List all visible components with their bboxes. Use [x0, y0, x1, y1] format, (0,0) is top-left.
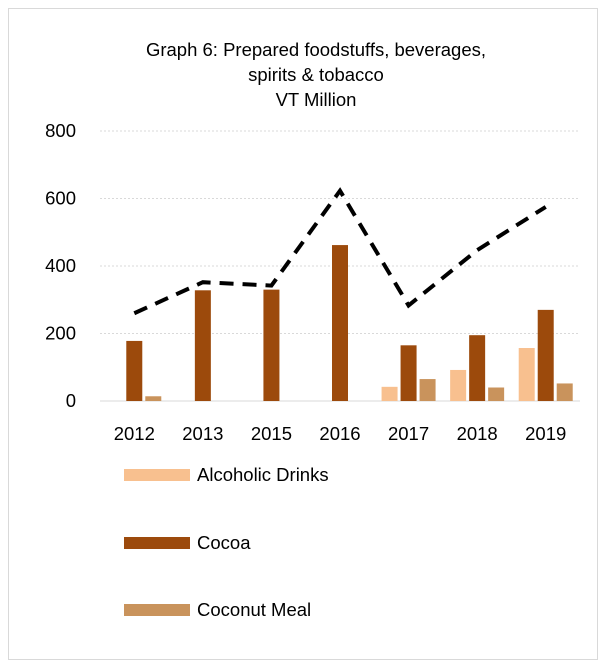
y-tick-label: 800 [45, 120, 76, 141]
legend: Alcoholic Drinks Cocoa Coconut Meal [124, 464, 329, 620]
bar-cocoa [332, 245, 348, 401]
legend-label: Coconut Meal [197, 599, 311, 620]
x-tick-label: 2016 [319, 423, 360, 444]
legend-swatch [124, 537, 190, 549]
chart-title: Graph 6: Prepared foodstuffs, beverages,… [146, 39, 486, 110]
bar-cocoa [263, 289, 280, 401]
x-tick-label: 2019 [525, 423, 566, 444]
x-tick-label: 2018 [457, 423, 498, 444]
y-tick-label: 400 [45, 255, 76, 276]
total-line-path [133, 187, 547, 316]
bar-alcoholic-drinks [381, 386, 398, 401]
chart-title-line-1: Graph 6: Prepared foodstuffs, beverages, [146, 39, 486, 60]
chart-frame [8, 8, 598, 660]
chart-title-line-3: VT Million [276, 89, 357, 110]
x-tick-label: 2013 [182, 423, 223, 444]
bar-alcoholic-drinks [450, 369, 467, 401]
x-axis: 2012 2013 2015 2016 2017 2018 2019 [114, 423, 567, 444]
bar-cocoa [469, 335, 486, 401]
bar-cocoa [400, 345, 417, 401]
bar-coconut-meal [556, 383, 573, 401]
legend-label: Cocoa [197, 532, 251, 553]
bar-alcoholic-drinks [518, 348, 535, 401]
y-tick-label: 0 [66, 390, 76, 411]
x-tick-label: 2015 [251, 423, 292, 444]
y-tick-label: 600 [45, 188, 76, 209]
x-tick-label: 2012 [114, 423, 155, 444]
legend-swatch [124, 604, 190, 616]
bar-coconut-meal [419, 379, 436, 401]
y-axis: 0 200 400 600 800 [45, 120, 76, 411]
bar-cocoa [537, 309, 554, 401]
bars [126, 245, 573, 401]
bar-cocoa [126, 340, 143, 401]
chart-title-line-2: spirits & tobacco [248, 64, 384, 85]
bar-coconut-meal [145, 396, 162, 401]
y-tick-label: 200 [45, 323, 76, 344]
bar-coconut-meal [488, 387, 505, 401]
x-tick-label: 2017 [388, 423, 429, 444]
legend-label: Alcoholic Drinks [197, 464, 329, 485]
legend-swatch [124, 469, 190, 481]
bar-cocoa [194, 290, 211, 401]
total-line [133, 187, 547, 316]
